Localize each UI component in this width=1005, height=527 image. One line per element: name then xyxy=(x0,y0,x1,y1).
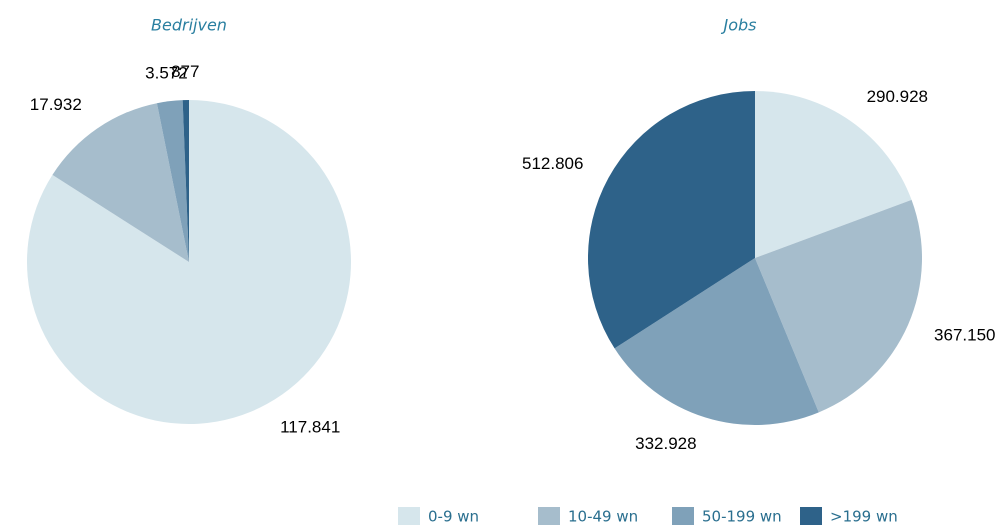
legend-swatch xyxy=(672,507,694,525)
data-label: 290.928 xyxy=(867,87,928,106)
legend-swatch xyxy=(538,507,560,525)
legend-label: 50-199 wn xyxy=(702,508,782,526)
legend-label: 0-9 wn xyxy=(428,508,479,526)
pie-slice xyxy=(755,199,922,413)
data-label: 512.806 xyxy=(522,154,583,173)
legend-label: >199 wn xyxy=(830,508,898,526)
pie-slice xyxy=(52,103,190,263)
data-label: 17.932 xyxy=(30,95,82,114)
data-label: 3.572 xyxy=(145,63,188,82)
legend-swatch xyxy=(398,507,420,525)
pie-slice xyxy=(588,91,755,349)
data-label: 367.150 xyxy=(934,326,995,345)
pie-slice xyxy=(156,100,189,263)
legend-swatch xyxy=(800,507,822,525)
legend-label: 10-49 wn xyxy=(568,508,638,526)
pie-slice xyxy=(614,258,819,425)
data-label: 877 xyxy=(171,62,199,81)
chart-title: Bedrijven xyxy=(151,16,227,35)
data-label: 332.928 xyxy=(635,434,696,453)
pie-slice xyxy=(182,100,189,262)
pie-slice xyxy=(755,91,912,258)
data-label: 117.841 xyxy=(280,418,340,437)
chart-title: Jobs xyxy=(721,16,757,35)
